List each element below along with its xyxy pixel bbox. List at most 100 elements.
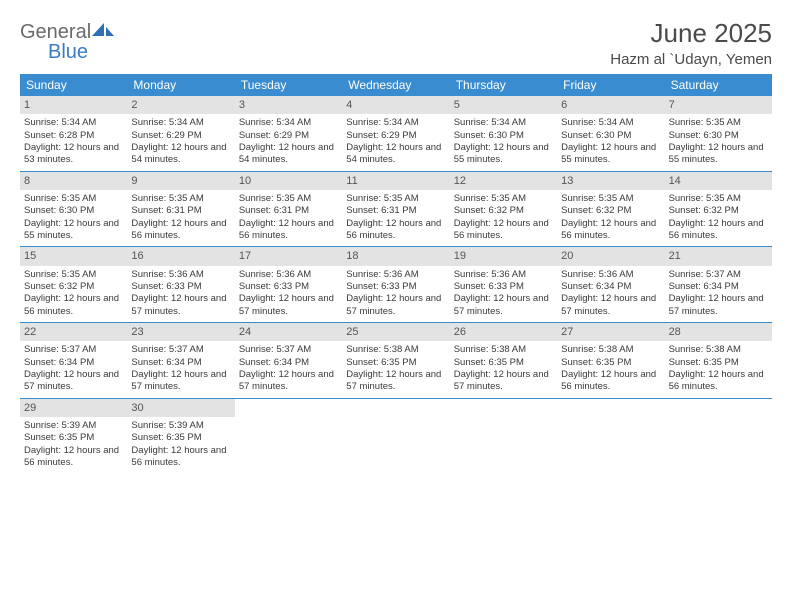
day-number: 4 [342,96,449,114]
day-number: 22 [20,323,127,341]
daylight-text: Daylight: 12 hours and 57 minutes. [239,369,338,394]
day-number: 19 [450,247,557,265]
sunrise-text: Sunrise: 5:34 AM [131,117,230,129]
day-number: 10 [235,172,342,190]
weekday-header-cell: Saturday [665,74,772,96]
day-cell [342,399,449,474]
sunrise-text: Sunrise: 5:35 AM [24,193,123,205]
sunset-text: Sunset: 6:34 PM [239,357,338,369]
sunset-text: Sunset: 6:35 PM [346,357,445,369]
day-cell: 9Sunrise: 5:35 AMSunset: 6:31 PMDaylight… [127,172,234,247]
sunrise-text: Sunrise: 5:34 AM [454,117,553,129]
day-number: 14 [665,172,772,190]
sunset-text: Sunset: 6:33 PM [346,281,445,293]
day-cell: 18Sunrise: 5:36 AMSunset: 6:33 PMDayligh… [342,247,449,322]
daylight-text: Daylight: 12 hours and 56 minutes. [346,218,445,243]
weekday-header-cell: Tuesday [235,74,342,96]
sunrise-text: Sunrise: 5:37 AM [131,344,230,356]
sunrise-text: Sunrise: 5:35 AM [669,193,768,205]
week-row: 15Sunrise: 5:35 AMSunset: 6:32 PMDayligh… [20,247,772,323]
day-number: 2 [127,96,234,114]
day-cell [450,399,557,474]
day-cell: 23Sunrise: 5:37 AMSunset: 6:34 PMDayligh… [127,323,234,398]
daylight-text: Daylight: 12 hours and 55 minutes. [24,218,123,243]
sunrise-text: Sunrise: 5:36 AM [561,269,660,281]
location-label: Hazm al `Udayn, Yemen [610,51,772,68]
weekday-header-cell: Wednesday [342,74,449,96]
daylight-text: Daylight: 12 hours and 56 minutes. [561,369,660,394]
sunrise-text: Sunrise: 5:39 AM [131,420,230,432]
day-cell: 11Sunrise: 5:35 AMSunset: 6:31 PMDayligh… [342,172,449,247]
day-cell: 17Sunrise: 5:36 AMSunset: 6:33 PMDayligh… [235,247,342,322]
day-cell [235,399,342,474]
sunrise-text: Sunrise: 5:36 AM [454,269,553,281]
daylight-text: Daylight: 12 hours and 54 minutes. [239,142,338,167]
daylight-text: Daylight: 12 hours and 57 minutes. [239,293,338,318]
sunrise-text: Sunrise: 5:39 AM [24,420,123,432]
day-cell: 13 Sunrise: 5:35 AMSunset: 6:32 PMDayligh… [557,172,664,247]
calendar: SundayMondayTuesdayWednesdayThursdayFrid… [20,74,772,473]
daylight-text: Daylight: 12 hours and 56 minutes. [24,445,123,470]
daylight-text: Daylight: 12 hours and 56 minutes. [669,218,768,243]
daylight-text: Daylight: 12 hours and 57 minutes. [131,293,230,318]
day-cell: 28Sunrise: 5:38 AMSunset: 6:35 PMDayligh… [665,323,772,398]
day-number: 1 [20,96,127,114]
sunrise-text: Sunrise: 5:34 AM [346,117,445,129]
day-cell: 10Sunrise: 5:35 AMSunset: 6:31 PMDayligh… [235,172,342,247]
daylight-text: Daylight: 12 hours and 56 minutes. [131,445,230,470]
sunset-text: Sunset: 6:32 PM [24,281,123,293]
day-cell: 26Sunrise: 5:38 AMSunset: 6:35 PMDayligh… [450,323,557,398]
day-number: 25 [342,323,449,341]
daylight-text: Daylight: 12 hours and 55 minutes. [454,142,553,167]
day-cell: 15Sunrise: 5:35 AMSunset: 6:32 PMDayligh… [20,247,127,322]
sunset-text: Sunset: 6:35 PM [131,432,230,444]
sunrise-text: Sunrise: 5:34 AM [239,117,338,129]
day-number: 27 [557,323,664,341]
day-cell: 22Sunrise: 5:37 AMSunset: 6:34 PMDayligh… [20,323,127,398]
day-cell: 25Sunrise: 5:38 AMSunset: 6:35 PMDayligh… [342,323,449,398]
daylight-text: Daylight: 12 hours and 57 minutes. [346,369,445,394]
weekday-header-row: SundayMondayTuesdayWednesdayThursdayFrid… [20,74,772,96]
daylight-text: Daylight: 12 hours and 57 minutes. [561,293,660,318]
sunrise-text: Sunrise: 5:34 AM [561,117,660,129]
daylight-text: Daylight: 12 hours and 56 minutes. [561,218,660,243]
day-cell: 7Sunrise: 5:35 AMSunset: 6:30 PMDaylight… [665,96,772,171]
sunset-text: Sunset: 6:35 PM [24,432,123,444]
day-cell: 6Sunrise: 5:34 AMSunset: 6:30 PMDaylight… [557,96,664,171]
logo: GeneralBlue [20,18,116,62]
daylight-text: Daylight: 12 hours and 57 minutes. [131,369,230,394]
daylight-text: Daylight: 12 hours and 54 minutes. [346,142,445,167]
day-number: 13 [557,172,664,190]
calendar-page: GeneralBlue June 2025 Hazm al `Udayn, Ye… [0,0,792,483]
sunset-text: Sunset: 6:31 PM [131,205,230,217]
day-number: 12 [450,172,557,190]
sunrise-text: Sunrise: 5:35 AM [346,193,445,205]
sunset-text: Sunset: 6:28 PM [24,130,123,142]
day-cell: 30 Sunrise: 5:39 AMSunset: 6:35 PMDayligh… [127,399,234,474]
day-number: 6 [557,96,664,114]
sunset-text: Sunset: 6:32 PM [561,205,660,217]
sunset-text: Sunset: 6:32 PM [669,205,768,217]
day-number: 30 [127,399,234,417]
sunrise-text: Sunrise: 5:35 AM [561,193,660,205]
sunset-text: Sunset: 6:29 PM [239,130,338,142]
day-cell: 16Sunrise: 5:36 AMSunset: 6:33 PMDayligh… [127,247,234,322]
daylight-text: Daylight: 12 hours and 57 minutes. [454,293,553,318]
day-cell: 5Sunrise: 5:34 AMSunset: 6:30 PMDaylight… [450,96,557,171]
sunrise-text: Sunrise: 5:38 AM [669,344,768,356]
sunrise-text: Sunrise: 5:35 AM [131,193,230,205]
day-number: 16 [127,247,234,265]
weekday-header-cell: Sunday [20,74,127,96]
sunset-text: Sunset: 6:32 PM [454,205,553,217]
week-row: 22Sunrise: 5:37 AMSunset: 6:34 PMDayligh… [20,323,772,399]
sunset-text: Sunset: 6:33 PM [454,281,553,293]
day-number: 26 [450,323,557,341]
daylight-text: Daylight: 12 hours and 57 minutes. [669,293,768,318]
sunrise-text: Sunrise: 5:36 AM [131,269,230,281]
day-number: 24 [235,323,342,341]
day-cell: 14 Sunrise: 5:35 AMSunset: 6:32 PMDayligh… [665,172,772,247]
sunrise-text: Sunrise: 5:35 AM [24,269,123,281]
daylight-text: Daylight: 12 hours and 56 minutes. [24,293,123,318]
day-cell: 4Sunrise: 5:34 AMSunset: 6:29 PMDaylight… [342,96,449,171]
daylight-text: Daylight: 12 hours and 57 minutes. [454,369,553,394]
